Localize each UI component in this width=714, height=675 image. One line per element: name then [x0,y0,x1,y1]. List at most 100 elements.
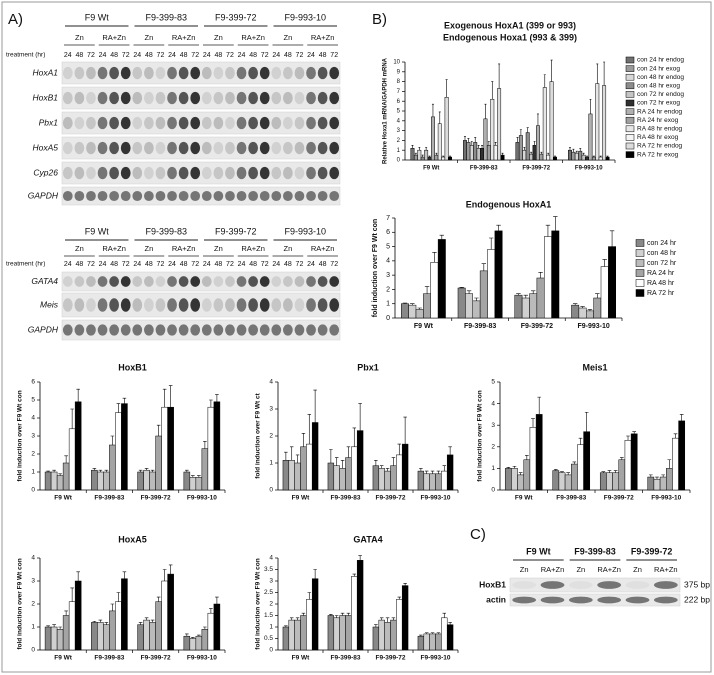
bar [356,560,364,651]
blot-band [132,324,143,336]
error-bar [580,306,585,308]
bar [345,457,352,491]
error-bar [64,455,68,463]
bar [213,603,221,651]
error-bar [138,469,143,472]
bar [137,471,144,491]
bar [678,420,686,491]
time-label: 24 [307,261,315,268]
blot-band [201,276,212,287]
blot-band [132,190,143,202]
bar [585,310,594,319]
x-tick-label: F9-993-10 [575,166,603,172]
error-bar [346,446,351,458]
error-bar [215,394,219,402]
bar [68,428,76,491]
blot-band [271,91,282,105]
blot-band [74,166,85,180]
bar [448,156,452,161]
error-bar [428,155,431,158]
bar [183,635,191,651]
row-label: actin [486,594,506,604]
bar [441,156,446,161]
bar [457,287,466,319]
bar [551,230,560,319]
bar [333,617,340,651]
error-bar [442,612,447,618]
blot-band [225,66,235,80]
error-bar [596,63,599,84]
error-bar [403,416,407,445]
time-label: 24 [133,52,141,59]
bar [161,580,168,651]
legend-swatch [625,91,635,98]
bar [571,463,578,491]
blot-band [294,166,305,180]
blot-band [120,116,131,130]
condition-label: RA+Zn [172,244,196,253]
bar [401,585,409,651]
bar [396,599,403,651]
blot-band [178,166,189,180]
blot-band [97,324,108,336]
blot-band [329,66,340,80]
blot-band [329,116,340,130]
y-tick-label: 3 [269,578,273,585]
blot-band [306,91,316,105]
error-bar [466,290,472,294]
time-label: 24 [272,261,280,268]
error-bar [301,612,306,616]
bar [659,476,667,491]
bar [167,573,174,651]
y-tick-label: 2 [31,451,35,458]
time-label: 48 [249,261,257,268]
bar [479,270,488,319]
time-label: 24 [133,261,141,268]
condition-label: Zn [283,244,292,253]
error-bar [162,569,167,581]
blot-band [201,91,212,105]
panel-label: B) [372,11,387,28]
legend-swatch [625,65,635,72]
time-label: 72 [191,52,199,59]
blot-band [155,298,166,312]
bar [511,468,518,491]
blot-band [74,116,85,130]
legend-swatch [635,279,645,287]
bar [103,624,110,651]
bar [74,401,82,491]
legend-label: RA 24 hr exog [637,117,679,124]
error-bar [301,433,306,447]
bar [311,578,319,651]
y-tick-label: 7 [386,215,390,222]
error-bar [595,293,600,298]
error-bar [352,427,357,447]
blot-band [97,190,108,202]
error-bar [191,475,195,478]
bar [390,619,397,651]
error-bar [329,614,333,616]
error-bar [626,435,630,441]
error-bar [523,294,529,298]
bar [390,465,397,491]
bar [494,230,503,319]
error-bar [411,145,414,149]
y-tick-label: 2 [31,601,35,608]
bar [121,578,128,651]
error-bar [358,555,362,561]
bar [435,633,442,651]
x-tick-label: F9 Wt [423,166,439,172]
error-bar [518,472,523,475]
legend-swatch [635,239,645,247]
legend-swatch [625,142,635,150]
error-bar [122,397,127,404]
error-bar [516,137,519,143]
blot-band [62,66,73,80]
x-tick-label: F9-399-72 [376,495,406,502]
blot-band [317,116,328,130]
error-bar [421,154,424,158]
blot-band [74,276,85,287]
blot-band [283,190,293,202]
y-tick-label: 2 [269,601,273,608]
